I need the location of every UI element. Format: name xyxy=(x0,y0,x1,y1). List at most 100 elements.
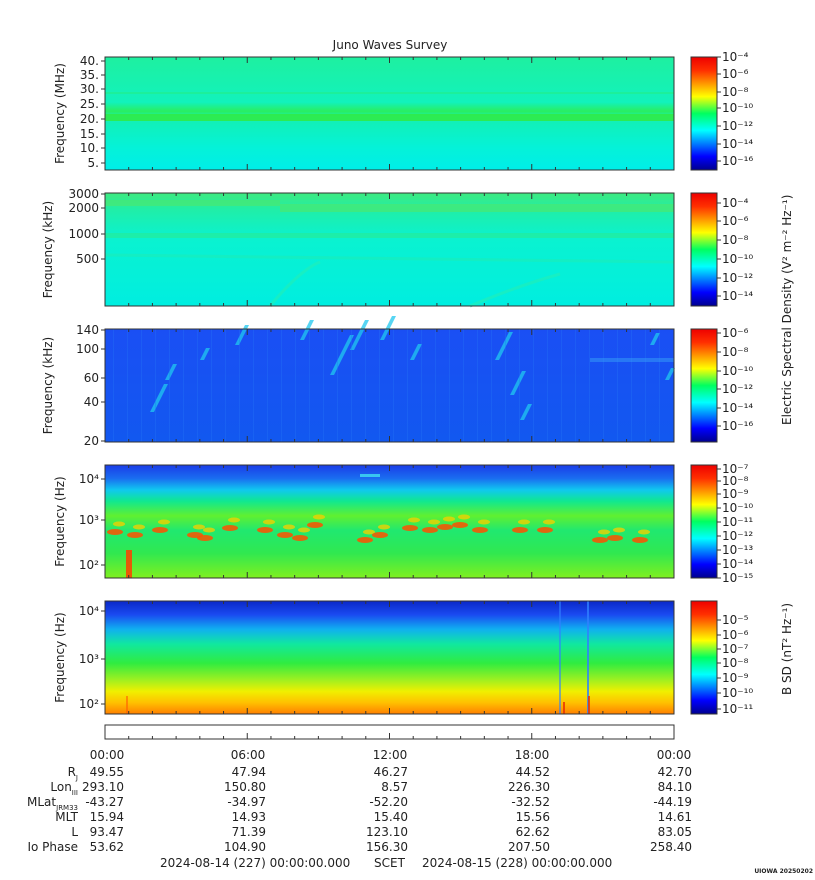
axes: 40.35.30.25.20.15.10.5. Frequency (MHz) 10… xyxy=(41,50,753,716)
ephemeris-value: 156.30 xyxy=(366,840,408,854)
y-tick-label: 2000 xyxy=(68,201,99,215)
emission-spot xyxy=(518,519,530,525)
y-tick-label: 30. xyxy=(80,82,99,96)
colorbar-tick-label: 10⁻⁸ xyxy=(722,474,749,488)
y-tick-label: 40. xyxy=(80,54,99,68)
y-tick-label: 10⁴ xyxy=(79,604,99,618)
emission-spot xyxy=(203,527,215,533)
colorbar-tick-label: 10⁻¹¹ xyxy=(722,702,753,716)
burst-feature xyxy=(165,364,177,380)
burst-feature xyxy=(510,371,526,395)
burst-feature xyxy=(520,404,532,420)
colorbar-tick-label: 10⁻¹⁰ xyxy=(722,501,753,515)
panel-1-spectrogram xyxy=(105,57,674,170)
vertical-streak xyxy=(365,329,366,442)
vertical-streak xyxy=(351,329,352,442)
emission-spot xyxy=(402,525,418,531)
emission-spot xyxy=(443,516,455,522)
colorbar-tick-label: 10⁻⁶ xyxy=(722,628,749,642)
ephemeris-value: 15.40 xyxy=(374,810,408,824)
colorbar-tick-label: 10⁻¹⁴ xyxy=(722,137,753,151)
emission-spot xyxy=(113,521,125,527)
vertical-streak xyxy=(267,329,268,442)
y-tick-label: 25. xyxy=(80,97,99,111)
colorbar-tick-label: 10⁻¹³ xyxy=(722,543,753,557)
ephemeris-value: -44.19 xyxy=(653,795,692,809)
colorbar-tick-label: 10⁻¹¹ xyxy=(722,515,753,529)
y-axis-label: Frequency (MHz) xyxy=(53,63,67,164)
y-tick-label: 40 xyxy=(84,395,99,409)
emission-spot xyxy=(428,519,440,525)
emission-spot xyxy=(228,517,240,523)
vertical-streak xyxy=(141,329,142,442)
vertical-streak xyxy=(281,329,282,442)
colorbar-tick-label: 10⁻¹² xyxy=(722,382,753,396)
burst-feature xyxy=(200,348,210,360)
vertical-streak xyxy=(421,329,422,442)
vertical-streak xyxy=(589,329,590,442)
colorbar-tick-label: 10⁻⁵ xyxy=(722,613,749,627)
y-tick-label: 100 xyxy=(76,342,99,356)
emission-spot xyxy=(378,524,390,530)
emission-spot xyxy=(133,524,145,530)
emission-spot xyxy=(478,519,490,525)
vertical-streak xyxy=(519,329,520,442)
vertical-streak xyxy=(253,329,254,442)
vertical-streak xyxy=(603,329,604,442)
ephemeris-value: 14.61 xyxy=(658,810,692,824)
colorbar-tick-label: 10⁻⁶ xyxy=(722,67,749,81)
spectrogram-panels xyxy=(104,57,675,714)
emission-spot xyxy=(283,524,295,530)
emission-spot xyxy=(372,532,388,538)
colorbar-tick-label: 10⁻¹⁶ xyxy=(722,419,753,433)
burst-feature xyxy=(650,333,660,345)
watermark: UIOWA 20250202 xyxy=(754,868,813,875)
ephemeris-value: -32.52 xyxy=(511,795,550,809)
narrowband-emission xyxy=(360,474,380,477)
ephemeris-value: 293.10 xyxy=(82,780,124,794)
ephemeris-value: 8.57 xyxy=(381,780,408,794)
ephemeris-value: 71.39 xyxy=(232,825,266,839)
ephemeris-row-label: LonIII xyxy=(50,780,78,797)
emission-spot xyxy=(277,532,293,538)
colorbar-tick-label: 10⁻⁸ xyxy=(722,345,749,359)
ephemeris-value: 47.94 xyxy=(232,765,266,779)
emission-spot xyxy=(607,535,623,541)
panel-1-colorbar xyxy=(690,56,718,171)
colorbar-tick-label: 10⁻¹⁰ xyxy=(722,101,753,115)
burst-feature xyxy=(150,384,168,412)
emission-spot xyxy=(472,527,488,533)
y-axis-label: Frequency (Hz) xyxy=(53,612,67,703)
electric-colorbar-label: Electric Spectral Density (V² m⁻² Hz⁻¹) xyxy=(780,195,794,425)
vertical-streak xyxy=(393,329,394,442)
vertical-streak xyxy=(225,329,226,442)
vertical-streak xyxy=(575,329,576,442)
vertical-streak xyxy=(113,329,114,442)
ephemeris-table: 00:00 06:00 12:00 18:00 00:00 RJ 49.55 47.94 46.… xyxy=(27,748,692,854)
time-range-end: 2024-08-15 (228) 00:00:00.000 xyxy=(422,856,612,870)
ephemeris-value: 62.62 xyxy=(516,825,550,839)
vertical-streak xyxy=(323,329,324,442)
burst-feature xyxy=(495,332,513,360)
y-tick-label: 35. xyxy=(80,68,99,82)
ephemeris-value: 83.05 xyxy=(658,825,692,839)
vertical-streak xyxy=(533,329,534,442)
burst-feature xyxy=(350,320,369,350)
emission-spot xyxy=(613,527,625,533)
vertical-streak xyxy=(561,329,562,442)
vertical-streak xyxy=(547,329,548,442)
ephemeris-value: 93.47 xyxy=(90,825,124,839)
colorbar-tick-label: 10⁻¹² xyxy=(722,119,753,133)
ephemeris-value: 207.50 xyxy=(508,840,550,854)
vertical-streak xyxy=(645,329,646,442)
panel-2-spectrogram xyxy=(104,193,675,308)
emission-spot xyxy=(598,529,610,535)
panel-3-spectrogram xyxy=(105,316,675,442)
ephemeris-row-label: RJ xyxy=(68,765,78,782)
low-frequency-burst xyxy=(126,550,132,578)
colorbar-tick-label: 10⁻⁴ xyxy=(722,50,749,64)
y-tick-label: 10⁴ xyxy=(79,472,99,486)
panel-4-spectrogram xyxy=(105,465,674,578)
ephemeris-value: 150.80 xyxy=(224,780,266,794)
ephemeris-value: -52.20 xyxy=(369,795,408,809)
